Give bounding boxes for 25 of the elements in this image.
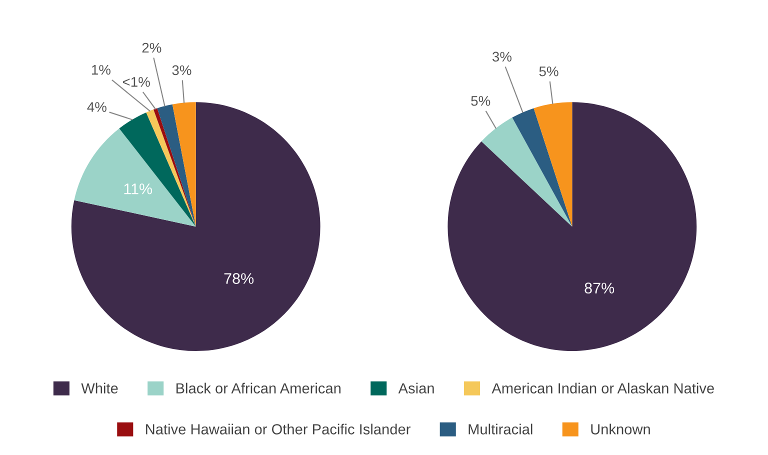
pie-slice (119, 112, 196, 227)
legend-label: Black or African American (176, 382, 340, 394)
data-label: 1% (92, 64, 110, 75)
data-label: 4% (87, 102, 106, 112)
data-label: 2% (142, 42, 162, 53)
data-label: 78% (224, 273, 254, 284)
data-label: 3% (492, 52, 512, 62)
pie-slice (71, 102, 320, 352)
data-label: 87% (584, 282, 614, 294)
pie-slice (74, 128, 196, 227)
pie-slice (534, 102, 572, 227)
data-label: 5% (539, 66, 558, 76)
pie-slice (512, 108, 572, 227)
data-label: 11% (124, 184, 152, 194)
data-label: <1% (122, 77, 150, 87)
legend-label: American Indian or Alaskan Native (492, 382, 714, 394)
pie-slice (172, 102, 196, 227)
data-label: 3% (172, 65, 192, 76)
data-label: 5% (471, 96, 490, 106)
legend-label: Multiracial (468, 424, 532, 434)
pie-slice (481, 118, 572, 227)
legend-label: Unknown (591, 424, 650, 434)
legend-label: White (81, 382, 118, 394)
legend-label: Native Hawaiian or Other Pacific Islander (146, 424, 410, 434)
legend-label: Asian (398, 382, 434, 394)
